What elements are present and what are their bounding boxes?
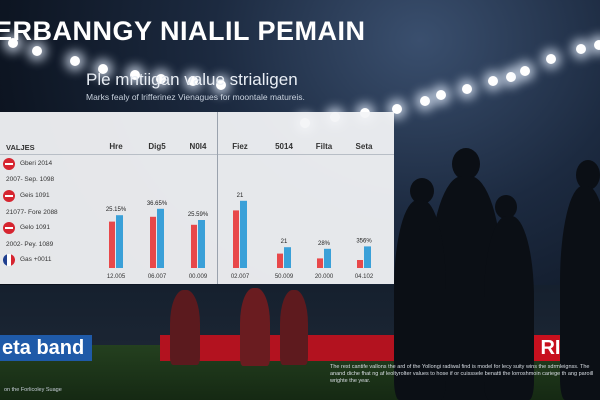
- chart-subtitle: Ple mntiigan value strialigen: [86, 70, 298, 89]
- bar-red: [191, 224, 197, 268]
- row-label: Gas +0011: [20, 256, 52, 263]
- row-label: Gberi 2014: [20, 160, 53, 167]
- bar-value-label: 25.59%: [188, 212, 209, 218]
- player-head: [410, 178, 434, 204]
- floodlight: [392, 104, 402, 114]
- corner-label: VALJES: [6, 143, 35, 152]
- row-label: 2007- Sep. 1098: [6, 176, 55, 183]
- floodlight: [32, 46, 42, 56]
- bar-value-label: 21: [237, 193, 244, 199]
- bar-blue: [240, 200, 247, 268]
- x-tick-label: 50.009: [275, 274, 294, 280]
- ad-board-left-text: eta band: [2, 336, 85, 359]
- floodlight: [488, 76, 498, 86]
- column-header: Filta: [315, 142, 333, 151]
- column-header: 5014: [275, 142, 293, 151]
- column-header: Dig5: [148, 142, 166, 151]
- floodlight: [70, 56, 80, 66]
- bar-chart: 25.15% 12.005 36.65% 06.007 25.59% 00.009 21 02…: [106, 193, 374, 280]
- player-silhouette: [170, 290, 200, 365]
- bar-value-label: 356%: [356, 238, 372, 244]
- x-tick-label: 02.007: [231, 274, 250, 280]
- bar-value-label: 28%: [318, 241, 331, 247]
- chart-caption: Marks fealy of lrifferinez Vienagues for…: [86, 92, 305, 102]
- player-head: [495, 195, 517, 219]
- row-label: 21077- Fore 2088: [6, 209, 58, 216]
- column-header: Fiez: [232, 142, 248, 151]
- floodlight: [506, 72, 516, 82]
- bar-red: [277, 253, 283, 268]
- bar-red: [109, 221, 115, 268]
- flag-icon: [3, 254, 15, 266]
- player-silhouette: [240, 288, 270, 366]
- floodlight: [594, 40, 600, 50]
- floodlight: [420, 96, 430, 106]
- flag-icon: [3, 222, 15, 234]
- floodlight: [216, 80, 226, 90]
- player-head: [452, 148, 480, 180]
- page-title: ERBANNGY NIALIL PEMAIN: [0, 16, 366, 46]
- player-silhouette: [394, 200, 446, 400]
- bar-blue: [157, 208, 164, 268]
- player-silhouette: [484, 216, 534, 400]
- bar-value-label: 21: [281, 239, 288, 245]
- floodlight: [520, 66, 530, 76]
- header-divider: [0, 154, 394, 155]
- floodlight: [8, 38, 18, 48]
- bar-red: [357, 260, 363, 268]
- footer-note: The rest cantife vallons the ard of the …: [330, 364, 594, 384]
- flag-icon: [3, 190, 15, 202]
- bar-value-label: 25.15%: [106, 207, 127, 213]
- x-tick-label: 06.007: [148, 274, 167, 280]
- bar-blue: [284, 247, 291, 268]
- panel-divider: [217, 112, 218, 284]
- bar-red: [317, 258, 323, 268]
- floodlight: [156, 74, 166, 84]
- photo-credit: on the Forlicoley Suage: [4, 387, 62, 393]
- bar-blue: [364, 246, 371, 268]
- player-silhouette: [560, 186, 600, 400]
- floodlight: [130, 70, 140, 80]
- floodlight: [98, 64, 108, 74]
- bar-value-label: 36.65%: [147, 201, 168, 207]
- ad-board-left: eta band: [0, 335, 92, 361]
- player-silhouette: [280, 290, 308, 365]
- flag-icon: [3, 158, 15, 170]
- column-header: Seta: [355, 142, 373, 151]
- floodlight: [462, 84, 472, 94]
- floodlight: [188, 76, 198, 86]
- bar-red: [233, 210, 239, 268]
- x-tick-label: 12.005: [107, 274, 126, 280]
- x-tick-label: 04.102: [355, 274, 374, 280]
- x-tick-label: 00.009: [189, 274, 208, 280]
- floodlight: [436, 90, 446, 100]
- floodlight: [576, 44, 586, 54]
- row-label: 2002- Pey. 1089: [6, 241, 54, 248]
- row-label: Geis 1091: [20, 192, 50, 199]
- floodlight: [546, 54, 556, 64]
- player-head: [576, 160, 600, 190]
- x-tick-label: 20.000: [315, 274, 334, 280]
- row-label: Gelo 1091: [20, 224, 50, 231]
- bar-blue: [198, 220, 205, 268]
- column-header: N0I4: [189, 142, 207, 151]
- bar-blue: [324, 248, 331, 268]
- bar-blue: [116, 215, 123, 268]
- column-header: Hre: [109, 142, 123, 151]
- bar-red: [150, 216, 156, 268]
